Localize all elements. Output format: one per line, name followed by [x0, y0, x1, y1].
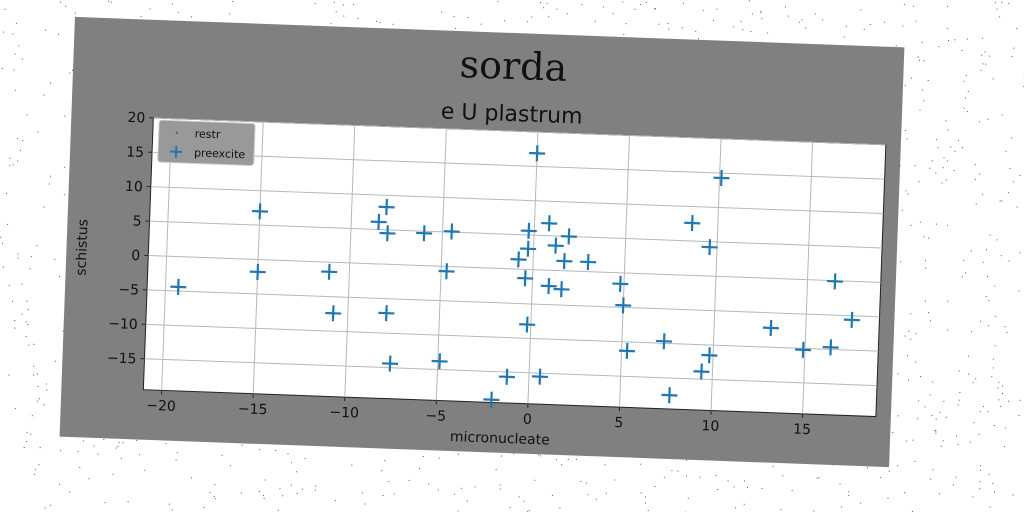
chart-title: e U plastrum [440, 99, 583, 129]
data-point [379, 225, 396, 242]
data-point [556, 253, 573, 270]
x-gridline [344, 125, 356, 398]
data-point [249, 263, 266, 280]
x-gridline [435, 128, 447, 401]
chart-figure: sorda e U plastrum −20 −15 −10 −5 0 5 10 15 −15… [59, 16, 905, 468]
legend-label-preexcite: preexcite [194, 146, 246, 161]
x-axis-ticks: −20 −15 −10 −5 0 5 10 15 [146, 390, 811, 438]
data-point [612, 275, 629, 292]
data-point [370, 213, 387, 230]
y-gridline [152, 151, 885, 180]
x-tick-label: −5 [425, 408, 446, 425]
data-point [529, 145, 546, 162]
data-point [795, 341, 812, 358]
data-point [540, 278, 557, 295]
y-gridline [147, 289, 880, 318]
data-point [483, 391, 500, 408]
data-point [438, 263, 455, 280]
data-point [661, 387, 678, 404]
chart-suptitle: sorda [459, 42, 568, 90]
x-gridline [527, 131, 539, 404]
legend-label-restr: restr [195, 127, 222, 141]
legend-marker-preexcite [170, 145, 183, 158]
data-point [684, 215, 701, 232]
y-tick-label: −15 [107, 350, 137, 367]
scatter-chart: sorda e U plastrum −20 −15 −10 −5 0 5 10 15 −15… [74, 42, 887, 449]
y-tick-label: 15 [126, 144, 144, 161]
data-point [520, 240, 537, 257]
data-point [382, 355, 399, 372]
data-point [416, 225, 433, 242]
data-point [822, 339, 839, 356]
x-gridline [710, 138, 722, 411]
data-points [170, 145, 860, 408]
data-point [170, 278, 187, 295]
legend-box [157, 119, 256, 166]
x-tick-label: 10 [701, 418, 719, 435]
data-point [431, 353, 448, 370]
x-axis-label: micronucleate [450, 429, 550, 449]
data-point [580, 253, 597, 271]
x-gridline [618, 135, 630, 408]
data-point [378, 199, 395, 216]
data-point [762, 319, 779, 336]
y-gridline [149, 220, 883, 249]
y-gridline [153, 117, 886, 146]
data-point [615, 297, 632, 314]
data-point [443, 223, 460, 240]
y-tick-label: 5 [132, 213, 142, 229]
x-tick-label: 15 [793, 422, 811, 439]
data-point [517, 270, 534, 287]
x-gridline [802, 142, 814, 414]
data-point [325, 305, 342, 322]
y-gridline [150, 186, 884, 215]
legend: restr preexcite [157, 119, 256, 166]
data-point [713, 169, 730, 187]
x-gridline [252, 121, 264, 394]
data-point [693, 363, 710, 380]
data-point [553, 281, 570, 298]
y-tick-label: 10 [125, 179, 143, 196]
data-point [510, 251, 527, 268]
data-point [560, 228, 577, 245]
y-axis-label: schistus [74, 219, 92, 276]
y-gridline [148, 255, 881, 283]
data-point [321, 263, 338, 280]
data-point [520, 222, 537, 239]
data-point [843, 311, 860, 328]
data-point [701, 239, 718, 256]
y-tick-label: −5 [118, 282, 139, 299]
plot-background [142, 117, 887, 418]
data-point [541, 215, 558, 232]
y-tick-label: −10 [108, 316, 138, 333]
y-tick-label: 0 [131, 248, 141, 264]
data-point [656, 333, 673, 350]
y-axis-ticks: −15 −10 −5 0 5 10 15 20 [107, 110, 154, 367]
data-point [547, 237, 564, 254]
x-tick-label: −10 [329, 405, 359, 422]
data-point [826, 273, 844, 290]
x-tick-label: 0 [523, 412, 533, 428]
data-point [701, 347, 718, 364]
y-gridline [145, 323, 879, 352]
data-point [498, 368, 515, 385]
data-point [619, 342, 636, 359]
data-point [251, 203, 268, 220]
data-point [378, 305, 395, 322]
x-tick-label: −15 [238, 401, 268, 418]
y-tick-label: 20 [127, 110, 145, 127]
x-tick-label: 5 [614, 415, 624, 431]
legend-marker-restr [175, 131, 178, 134]
data-point [531, 368, 548, 385]
plot-area [142, 117, 887, 418]
y-gridline [144, 358, 878, 387]
x-tick-label: −20 [146, 398, 176, 415]
x-gridline [161, 118, 173, 391]
data-point [519, 316, 536, 333]
